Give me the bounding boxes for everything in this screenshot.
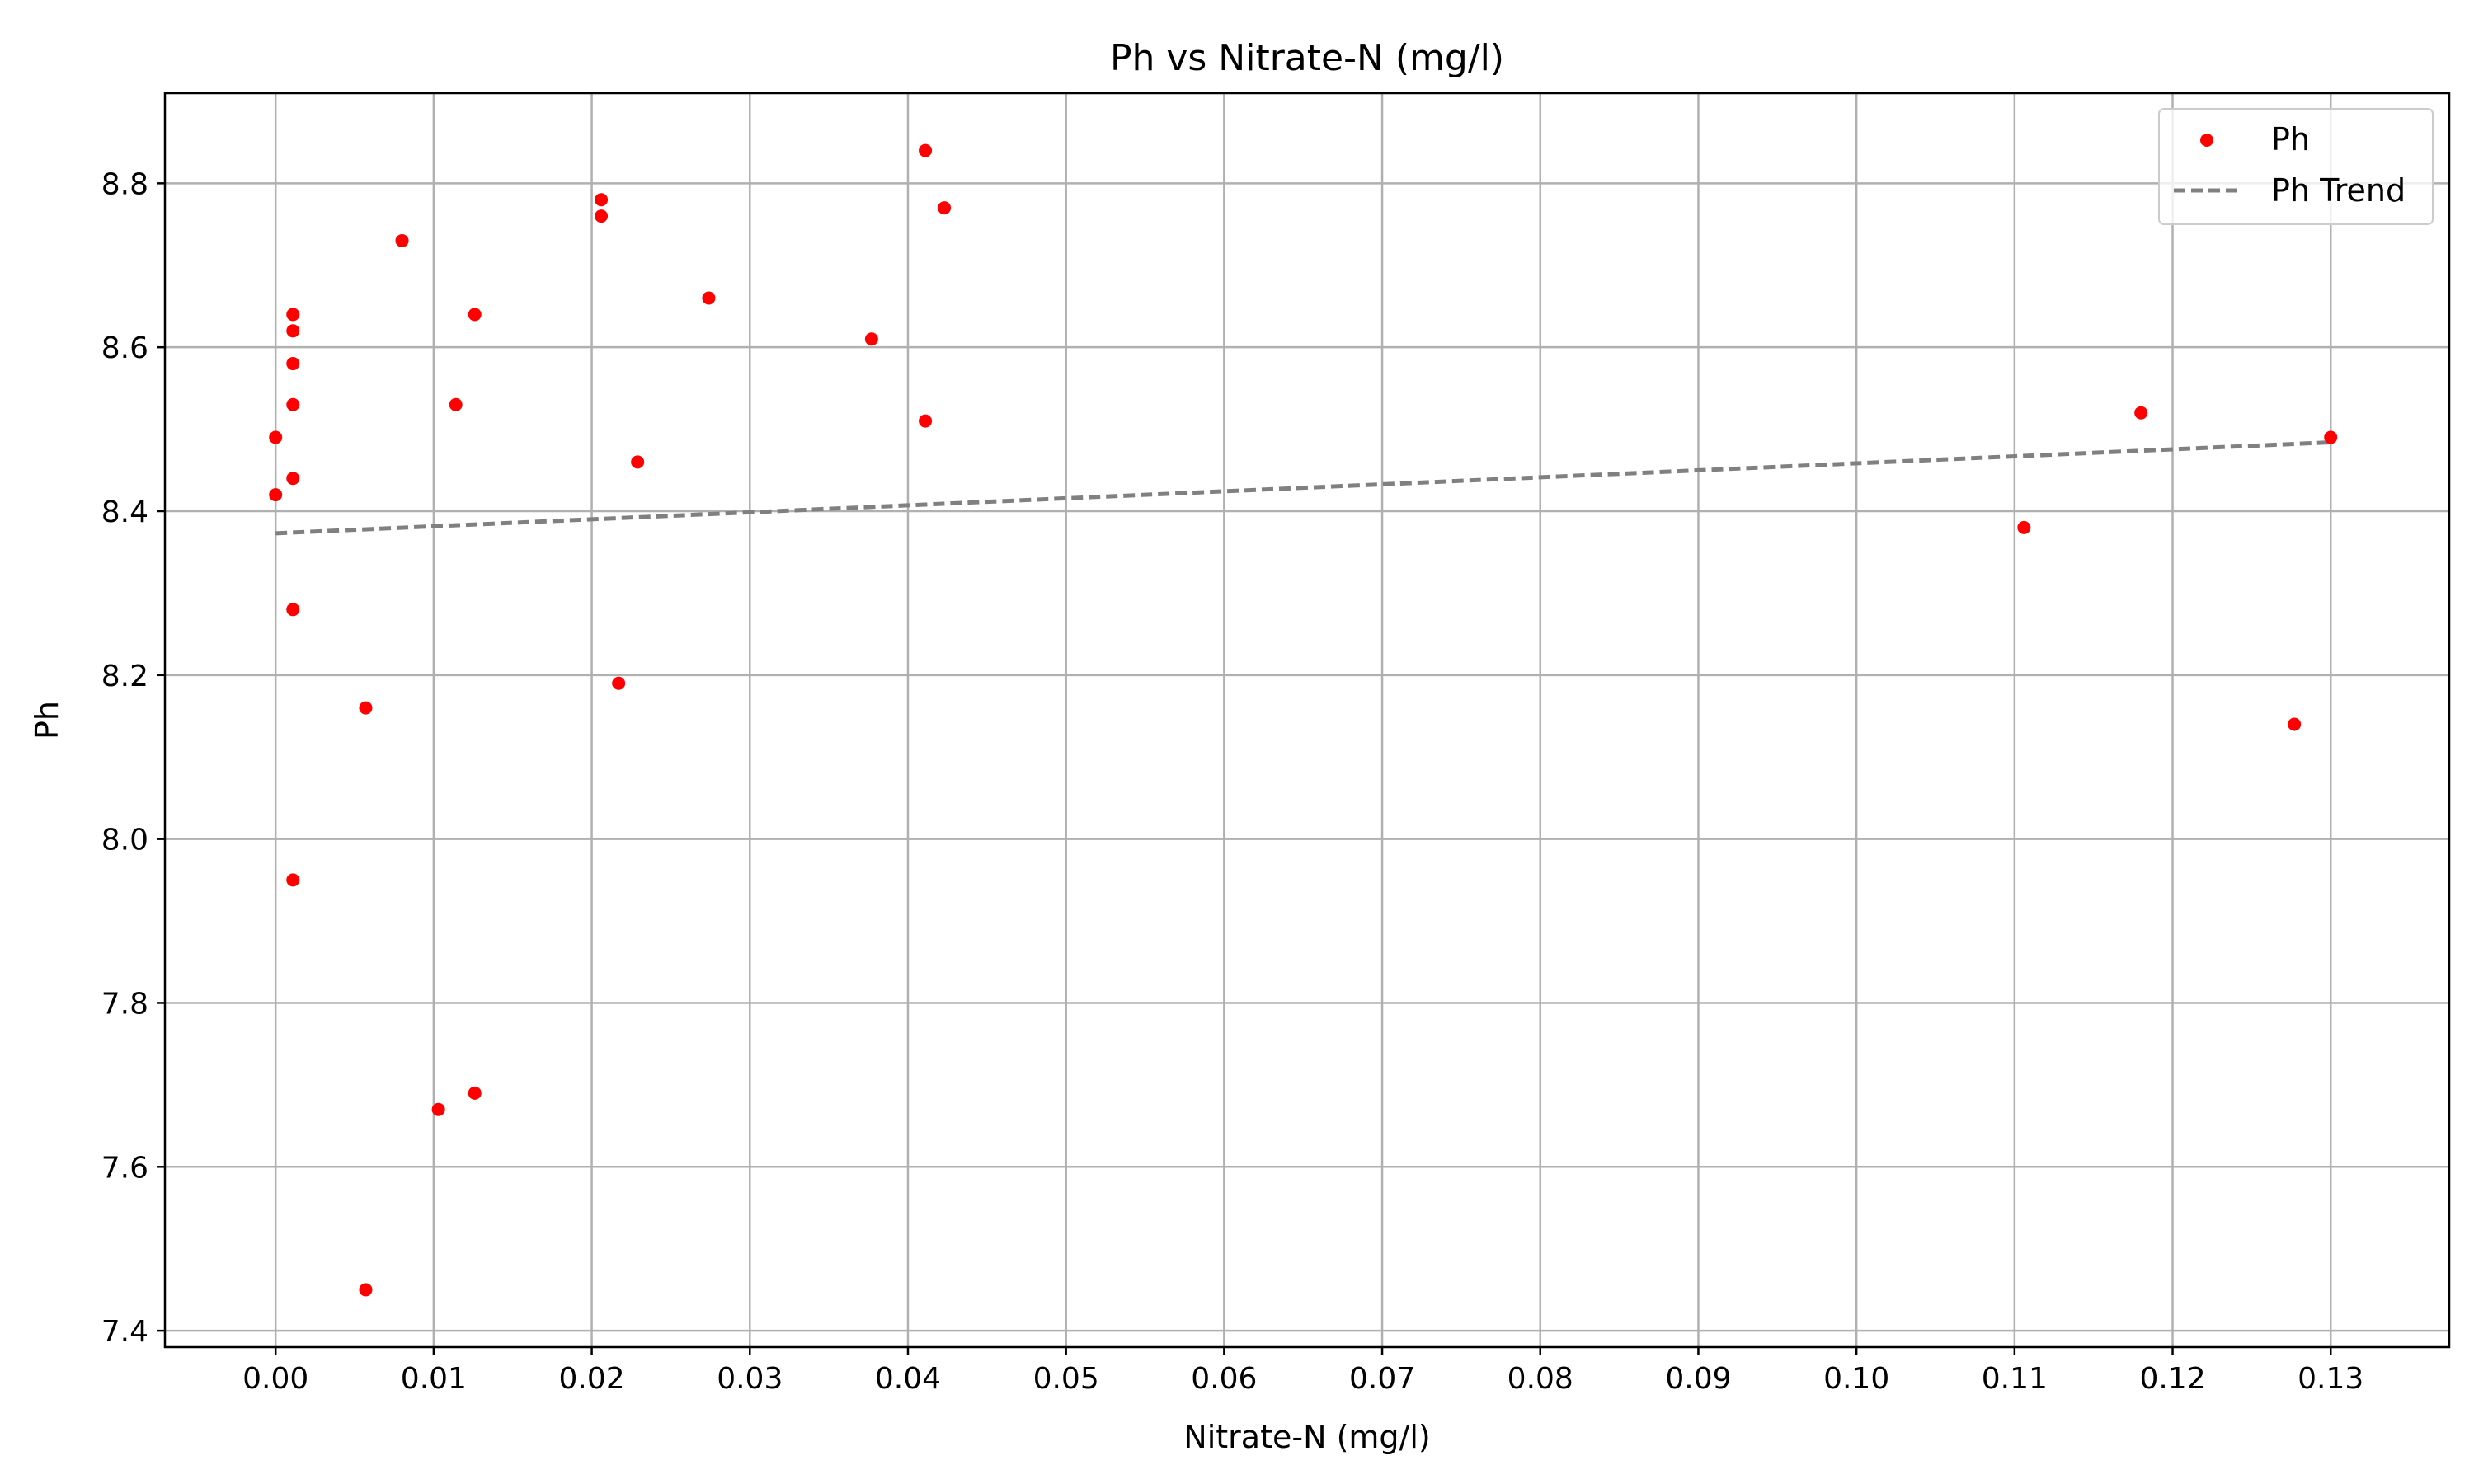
data-point — [468, 1086, 482, 1100]
legend-marker-ph — [2200, 134, 2213, 147]
data-point — [286, 397, 300, 411]
data-point — [431, 1102, 445, 1116]
data-point — [359, 1283, 373, 1297]
x-tick-label: 0.12 — [2139, 1362, 2205, 1396]
data-point — [702, 291, 716, 305]
data-point — [919, 143, 933, 157]
x-tick-label: 0.02 — [558, 1362, 624, 1396]
x-tick-label: 0.05 — [1033, 1362, 1099, 1396]
data-point — [286, 873, 300, 887]
x-tick-label: 0.08 — [1507, 1362, 1573, 1396]
y-tick-label: 8.2 — [101, 660, 148, 693]
legend-label-ph: Ph — [2271, 121, 2310, 157]
legend-box — [2158, 108, 2434, 225]
data-point — [269, 488, 283, 502]
x-tick-label: 0.03 — [717, 1362, 783, 1396]
data-point — [286, 472, 300, 486]
data-point — [286, 308, 300, 322]
data-point — [286, 324, 300, 338]
x-tick-label: 0.10 — [1823, 1362, 1889, 1396]
legend: Ph Ph Trend — [2158, 108, 2434, 225]
x-axis-ticks: 0.00 0.01 0.02 0.03 0.04 0.05 0.06 0.07 0.08 0.09… — [242, 1347, 2363, 1396]
trend-line — [275, 439, 2331, 536]
y-tick-label: 8.4 — [101, 495, 148, 529]
chart-title: Ph vs Nitrate-N (mg/l) — [1110, 37, 1504, 79]
data-point — [395, 233, 409, 247]
x-tick-label: 0.09 — [1665, 1362, 1731, 1396]
y-tick-label: 8.0 — [101, 824, 148, 857]
y-tick-label: 7.4 — [101, 1315, 148, 1349]
data-point — [595, 209, 609, 223]
data-point — [2288, 717, 2302, 731]
data-point — [359, 701, 373, 715]
x-tick-label: 0.07 — [1349, 1362, 1415, 1396]
x-tick-label: 0.13 — [2298, 1362, 2363, 1396]
data-point — [2324, 430, 2338, 444]
data-point — [919, 414, 933, 428]
y-tick-label: 8.6 — [101, 331, 148, 365]
data-point — [595, 193, 609, 207]
data-point — [938, 201, 952, 215]
data-point — [449, 397, 463, 411]
legend-label-ph-trend: Ph Trend — [2271, 172, 2406, 209]
y-tick-label: 8.8 — [101, 167, 148, 201]
x-tick-label: 0.06 — [1191, 1362, 1257, 1396]
data-point — [612, 676, 626, 690]
x-tick-label: 0.11 — [1982, 1362, 2048, 1396]
x-tick-label: 0.04 — [875, 1362, 941, 1396]
x-tick-label: 0.00 — [242, 1362, 308, 1396]
data-point — [2017, 520, 2031, 534]
trend-series — [275, 439, 2331, 536]
data-point — [631, 455, 645, 469]
y-tick-label: 7.6 — [101, 1151, 148, 1185]
y-tick-label: 7.8 — [101, 987, 148, 1021]
x-tick-label: 0.01 — [401, 1362, 467, 1396]
data-point — [468, 308, 482, 322]
data-point — [864, 332, 878, 346]
y-axis-ticks: 7.4 7.6 7.8 8.0 8.2 8.4 8.6 8.8 — [101, 167, 165, 1349]
x-axis-label: Nitrate-N (mg/l) — [1183, 1419, 1430, 1455]
data-point — [286, 357, 300, 371]
data-point — [2134, 406, 2148, 420]
y-axis-label: Ph — [29, 701, 65, 740]
plot-frame — [163, 92, 2451, 1349]
data-point — [269, 430, 283, 444]
data-point — [286, 603, 300, 617]
grid-lines — [165, 93, 2449, 1347]
scatter-series — [269, 143, 2338, 1297]
